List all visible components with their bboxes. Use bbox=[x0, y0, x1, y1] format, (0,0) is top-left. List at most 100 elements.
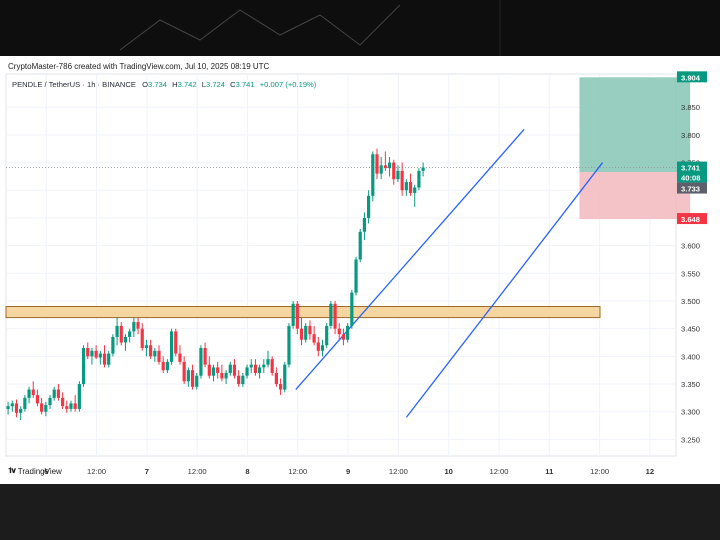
candle-body bbox=[86, 348, 90, 357]
candle-body bbox=[387, 162, 392, 169]
candle bbox=[52, 386, 56, 401]
price-axis[interactable]: 3.250 3.300 3.350 3.400 3.450 3.500 3.550 3.600… bbox=[677, 71, 707, 444]
candle bbox=[413, 184, 417, 207]
candle bbox=[333, 300, 337, 335]
channel-lower-line[interactable] bbox=[405, 162, 604, 418]
candle bbox=[253, 359, 258, 376]
price-badge-bg bbox=[677, 71, 707, 83]
ascending-channel[interactable] bbox=[295, 128, 604, 418]
price-badge-text: 3.904 bbox=[681, 73, 701, 82]
candle bbox=[358, 229, 362, 263]
candle-body bbox=[417, 170, 421, 188]
candle bbox=[367, 190, 371, 224]
legend-change: +0.007 (+0.19%) bbox=[260, 80, 317, 89]
x-tick-label: 9 bbox=[346, 467, 350, 476]
candle-body bbox=[266, 359, 270, 365]
target-box[interactable] bbox=[579, 77, 691, 172]
candle-body bbox=[312, 334, 316, 343]
candle-body bbox=[211, 367, 216, 376]
candle-body bbox=[81, 348, 86, 385]
candle bbox=[392, 159, 396, 185]
candle bbox=[153, 348, 157, 362]
legend-low-label: L bbox=[202, 80, 206, 89]
candle bbox=[77, 381, 81, 412]
candle-body bbox=[23, 397, 27, 409]
candle-body bbox=[111, 336, 115, 354]
candle bbox=[195, 372, 199, 390]
candle-body bbox=[216, 367, 220, 373]
candle bbox=[224, 370, 228, 385]
candle-body bbox=[354, 259, 358, 293]
price-badge-bg bbox=[677, 213, 707, 225]
candle bbox=[354, 256, 358, 296]
candle-body bbox=[31, 389, 35, 396]
candle bbox=[86, 342, 90, 360]
candle-body bbox=[413, 187, 417, 194]
candle-body bbox=[56, 389, 60, 398]
candle bbox=[383, 151, 387, 171]
candle-body bbox=[283, 364, 287, 390]
candle bbox=[35, 389, 40, 407]
candle bbox=[287, 323, 291, 368]
candle-body bbox=[119, 325, 123, 343]
candle-body bbox=[115, 325, 119, 337]
support-zone[interactable] bbox=[5, 306, 601, 319]
candle bbox=[48, 395, 52, 409]
x-tick-label: 12:00 bbox=[489, 467, 508, 476]
candle bbox=[329, 300, 333, 329]
candle-body bbox=[295, 303, 299, 329]
candle bbox=[27, 386, 31, 404]
candle-body bbox=[144, 345, 149, 349]
stop-box[interactable] bbox=[579, 171, 691, 220]
candle bbox=[295, 300, 299, 335]
candle-body bbox=[6, 406, 10, 409]
candle-body bbox=[35, 395, 40, 404]
candle-body bbox=[48, 397, 52, 406]
candle bbox=[249, 359, 253, 373]
candle-body bbox=[207, 364, 211, 376]
y-tick-label: 3.400 bbox=[681, 352, 700, 361]
legend-symbol: PENDLE / TetherUS · 1h · BINANCE bbox=[12, 80, 136, 89]
candle bbox=[81, 345, 86, 387]
price-badge-countdown: 40:08 bbox=[677, 171, 707, 183]
price-badge-entry: 3.733 bbox=[677, 182, 707, 194]
candle-body bbox=[341, 334, 346, 340]
candle bbox=[98, 350, 102, 365]
candle-body bbox=[136, 322, 140, 329]
candle bbox=[316, 336, 320, 357]
candle-body bbox=[98, 353, 102, 358]
candle-body bbox=[73, 403, 77, 409]
candle bbox=[44, 401, 48, 417]
chart-credit: CryptoMaster-786 created with TradingVie… bbox=[8, 62, 270, 71]
legend-open: 3.734 bbox=[148, 80, 167, 89]
support-zone-box[interactable] bbox=[5, 306, 601, 319]
price-badge-bg bbox=[677, 161, 707, 173]
candle bbox=[350, 289, 354, 329]
chart-canvas[interactable]: 3.250 3.300 3.350 3.400 3.450 3.500 3.550 3.600… bbox=[0, 56, 720, 484]
tradingview-logo[interactable]: 𝟏𝐯 TradingView bbox=[8, 466, 62, 476]
candle bbox=[375, 148, 379, 180]
candle-body bbox=[408, 181, 413, 194]
candles bbox=[6, 148, 425, 421]
candle-body bbox=[241, 375, 245, 385]
candle-body bbox=[299, 328, 304, 340]
x-tick-label: 12:00 bbox=[590, 467, 609, 476]
candle-body bbox=[375, 154, 379, 174]
candle bbox=[245, 364, 249, 379]
candle bbox=[94, 345, 98, 360]
time-axis[interactable]: 6 12:00 7 12:00 8 12:00 9 12:00 10 12:00 11 12:00 12 bbox=[44, 467, 654, 476]
candle-body bbox=[358, 231, 362, 260]
candle-body bbox=[392, 162, 396, 180]
candle bbox=[232, 359, 237, 379]
candle bbox=[107, 350, 111, 368]
candle bbox=[178, 345, 182, 365]
candle-body bbox=[44, 405, 48, 412]
candle-body bbox=[228, 364, 232, 373]
channel-upper-line[interactable] bbox=[295, 128, 525, 390]
y-tick-label: 3.450 bbox=[681, 325, 700, 334]
candle-body bbox=[27, 389, 31, 398]
candle-body bbox=[245, 367, 249, 376]
candle bbox=[161, 356, 165, 373]
price-badge-bg bbox=[677, 171, 707, 183]
long-position-tool[interactable] bbox=[6, 77, 691, 220]
